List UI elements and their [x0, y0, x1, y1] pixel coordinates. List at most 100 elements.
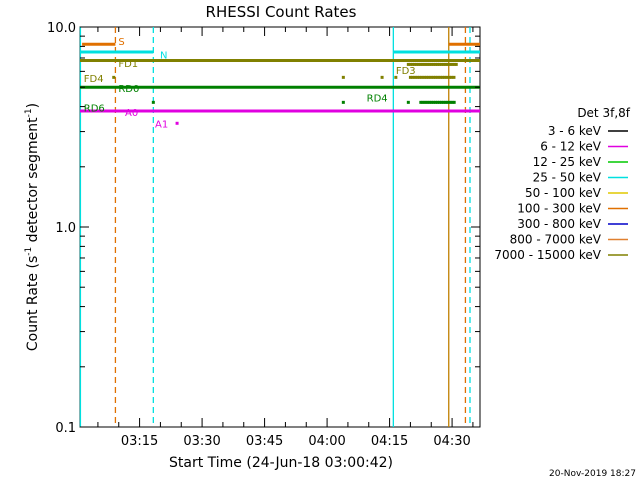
data-point — [112, 75, 116, 79]
data-point — [394, 75, 398, 79]
legend-label: 25 - 50 keV — [533, 171, 602, 185]
data-point — [433, 62, 437, 66]
flag-label: RD0 — [118, 84, 139, 95]
data-point — [454, 62, 458, 66]
flag-label: FD3 — [396, 66, 416, 77]
data-point — [408, 75, 412, 79]
data-point — [431, 75, 435, 79]
y-axis-label: Count Rate (s-1 detector segment-1) — [24, 103, 41, 351]
data-point — [419, 62, 423, 66]
data-point — [419, 100, 423, 104]
data-point — [380, 75, 384, 79]
data-point — [421, 62, 425, 66]
y-tick-label: 10.0 — [47, 21, 76, 36]
data-point — [427, 62, 431, 66]
data-point — [427, 75, 431, 79]
data-point — [444, 100, 448, 104]
flag-label: A1 — [155, 119, 168, 130]
data-point — [448, 100, 452, 104]
legend-label: 12 - 25 keV — [533, 155, 602, 169]
data-point — [429, 62, 433, 66]
legend-label: 300 - 800 keV — [517, 217, 601, 231]
data-point — [444, 62, 448, 66]
data-point — [446, 100, 450, 104]
x-tick-label: 04:00 — [308, 434, 345, 449]
x-tick-label: 04:30 — [433, 434, 470, 449]
y-tick-label: 1.0 — [55, 221, 76, 236]
data-point — [420, 75, 424, 79]
data-point — [447, 75, 451, 79]
data-point — [411, 75, 415, 79]
data-point — [431, 62, 435, 66]
data-point — [440, 62, 444, 66]
legend-label: 100 - 300 keV — [517, 202, 601, 216]
data-point — [440, 100, 444, 104]
data-point — [151, 100, 155, 104]
flag-label: FD1 — [118, 59, 138, 70]
flag-label: A0 — [125, 108, 138, 119]
flag-label: RD6 — [84, 104, 105, 115]
data-point — [422, 75, 426, 79]
data-point — [406, 100, 410, 104]
flag-label: N — [160, 50, 167, 61]
x-tick-label: 03:15 — [121, 434, 158, 449]
x-axis-label: Start Time (24-Jun-18 03:00:42) — [169, 455, 393, 471]
data-point — [450, 100, 454, 104]
x-tick-label: 04:15 — [371, 434, 408, 449]
data-point — [415, 75, 419, 79]
legend-label: 6 - 12 keV — [540, 140, 602, 154]
flag-label: S — [118, 37, 124, 48]
data-point — [429, 100, 433, 104]
legend-label: 3 - 6 keV — [548, 124, 602, 138]
data-point — [175, 121, 179, 125]
data-point — [442, 100, 446, 104]
flag-label: RD4 — [367, 93, 388, 104]
data-point — [446, 62, 450, 66]
data-point — [425, 62, 429, 66]
data-point — [406, 62, 410, 66]
chart-title: RHESSI Count Rates — [206, 3, 357, 21]
x-tick-label: 03:45 — [246, 434, 283, 449]
legend-title: Det 3f,8f — [577, 106, 630, 120]
data-point — [431, 100, 435, 104]
data-point — [424, 75, 428, 79]
data-point — [436, 100, 439, 104]
data-point — [443, 75, 447, 79]
y-tick-label: 0.1 — [55, 421, 76, 436]
data-point — [436, 62, 439, 66]
data-point — [408, 62, 412, 66]
data-point — [452, 75, 456, 79]
data-point — [452, 62, 456, 66]
data-point — [427, 100, 431, 104]
data-point — [341, 100, 345, 104]
legend-label: 7000 - 15000 keV — [494, 248, 601, 262]
data-point — [413, 62, 417, 66]
data-point — [423, 100, 427, 104]
data-point — [438, 75, 442, 79]
legend-label: 800 - 7000 keV — [510, 233, 602, 247]
data-point — [411, 62, 414, 66]
data-point — [442, 62, 446, 66]
data-point — [418, 75, 422, 79]
data-point — [341, 75, 345, 79]
data-point — [436, 75, 440, 79]
x-tick-label: 03:30 — [183, 434, 220, 449]
data-point — [433, 100, 437, 104]
data-point — [450, 75, 454, 79]
data-point — [415, 62, 419, 66]
data-point — [423, 62, 427, 66]
data-point — [421, 100, 425, 104]
data-point — [425, 100, 429, 104]
data-point — [434, 75, 438, 79]
data-point — [417, 62, 421, 66]
data-point — [438, 62, 442, 66]
data-point — [429, 75, 433, 79]
data-point — [450, 62, 454, 66]
data-point — [413, 75, 417, 79]
data-point — [445, 75, 449, 79]
footer-timestamp: 20-Nov-2019 18:27 — [549, 469, 636, 479]
data-point — [438, 100, 442, 104]
data-point — [452, 100, 456, 104]
